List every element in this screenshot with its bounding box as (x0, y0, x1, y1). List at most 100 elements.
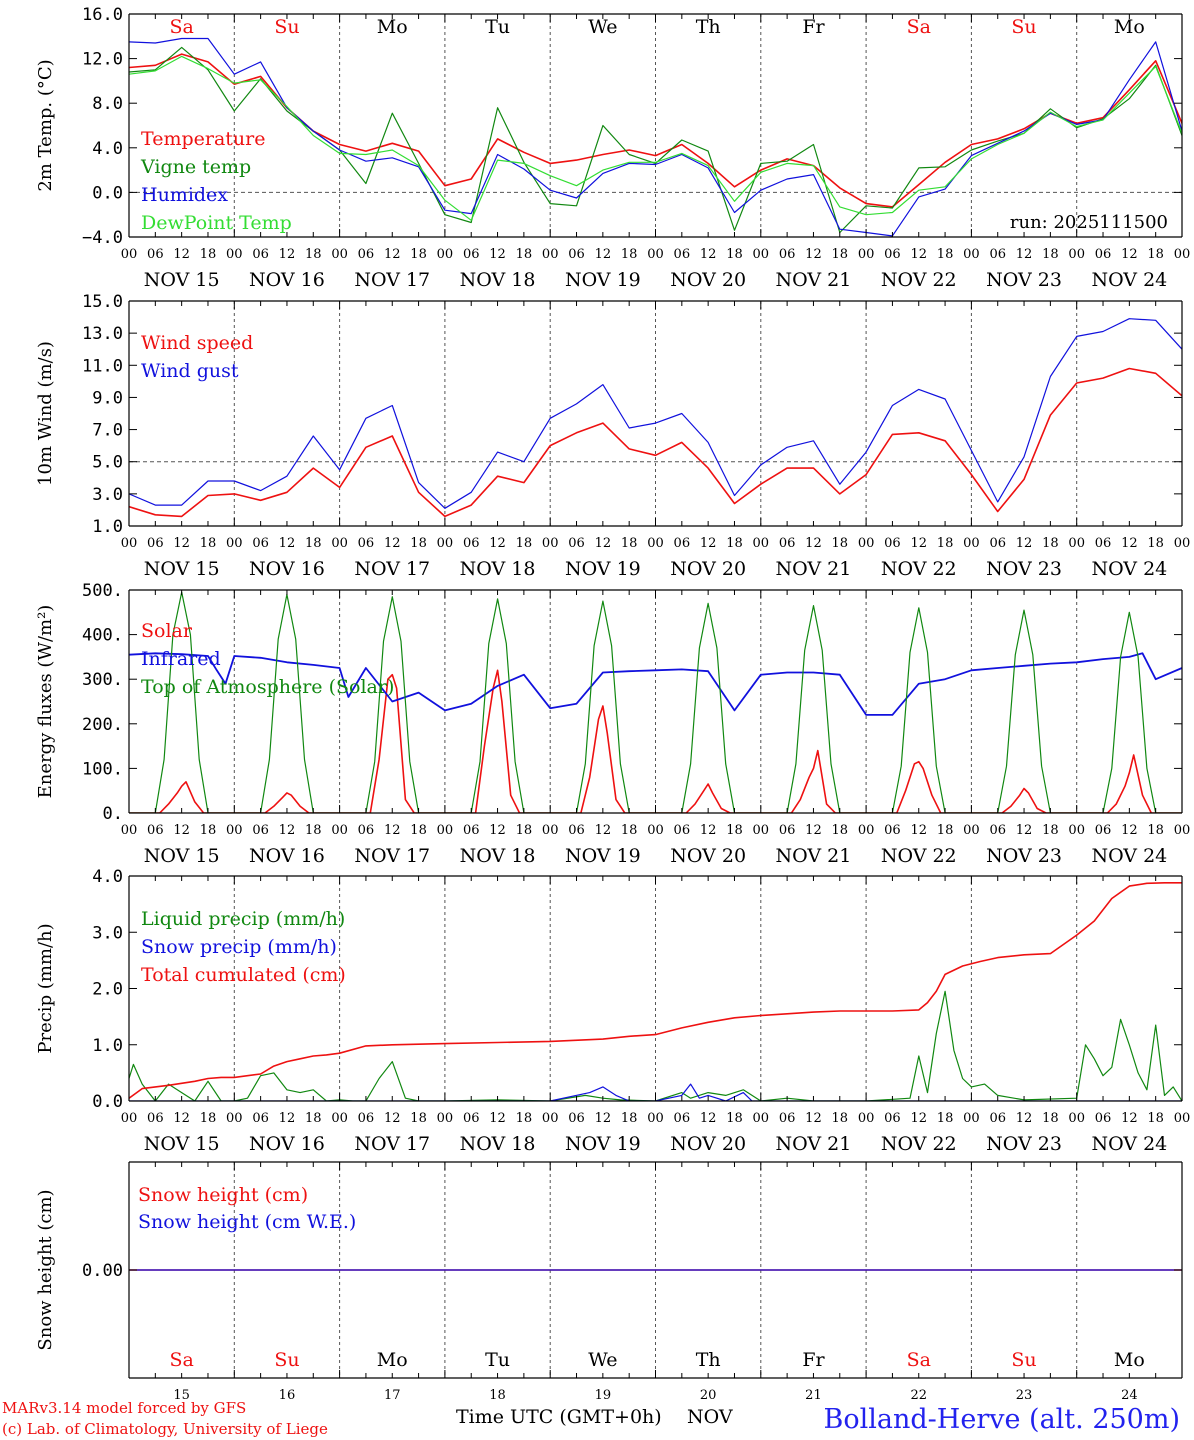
panel-1: −4.0 0.0 4.0 8.0 12.0 16.0 2m Temp. (°C) Temper… (35, 5, 1190, 291)
hour-tick-label: 12 (700, 1111, 717, 1126)
hour-tick-label: 06 (674, 1111, 691, 1126)
hour-tick-label: 18 (1147, 536, 1164, 551)
hour-tick-label: 18 (832, 823, 849, 838)
day-number: 24 (1121, 1388, 1138, 1403)
y-tick-label: 500. (82, 581, 123, 601)
hour-tick-label: 00 (1068, 536, 1085, 551)
hour-tick-label: 00 (437, 247, 454, 262)
date-label: NOV 15 (144, 845, 220, 867)
y-axis-label: Energy fluxes (W/m²) (35, 605, 56, 799)
day-number: 20 (700, 1388, 717, 1403)
day-name-top: Su (1011, 16, 1036, 38)
y-axis-label: 2m Temp. (°C) (35, 59, 56, 191)
date-label: NOV 17 (354, 1133, 430, 1155)
date-label: NOV 22 (881, 269, 957, 291)
series-group (129, 591, 1182, 813)
date-label: NOV 24 (1091, 558, 1167, 580)
hour-tick-label: 00 (1174, 247, 1191, 262)
hour-tick-label: 18 (305, 247, 322, 262)
y-tick-label: 15.0 (82, 292, 123, 312)
hour-tick-label: 00 (121, 823, 138, 838)
hour-tick-label: 00 (1174, 1111, 1191, 1126)
hour-tick-label: 00 (753, 1111, 770, 1126)
legend-entry: Temperature (141, 128, 265, 150)
hour-tick-label: 18 (516, 823, 533, 838)
hour-tick-label: 18 (516, 1111, 533, 1126)
hour-tick-label: 06 (779, 823, 796, 838)
day-name-top: Sa (169, 16, 193, 38)
hour-tick-label: 00 (121, 536, 138, 551)
hour-tick-label: 00 (331, 247, 348, 262)
hour-tick-label: 06 (779, 247, 796, 262)
hour-tick-label: 06 (989, 1111, 1006, 1126)
hour-tick-label: 12 (910, 823, 927, 838)
hour-tick-label: 18 (726, 1111, 743, 1126)
y-tick-label: −4.0 (82, 228, 123, 248)
date-label: NOV 23 (986, 845, 1062, 867)
hour-tick-label: 06 (358, 1111, 375, 1126)
hour-tick-label: 06 (779, 536, 796, 551)
hour-tick-label: 00 (1174, 823, 1191, 838)
run-annotation: run: 2025111500 (1010, 212, 1168, 233)
date-label: NOV 17 (354, 269, 430, 291)
y-tick-label: 5.0 (92, 453, 123, 473)
copyright-credit: (c) Lab. of Climatology, University of L… (2, 1420, 328, 1438)
legend-entry: Humidex (141, 184, 228, 206)
hour-tick-label: 06 (568, 536, 585, 551)
hour-tick-label: 06 (568, 823, 585, 838)
hour-tick-label: 18 (726, 823, 743, 838)
y-tick-label: 4.0 (92, 139, 123, 159)
day-name-top: Fr (802, 16, 825, 38)
hour-tick-label: 00 (1068, 247, 1085, 262)
date-label: NOV 15 (144, 269, 220, 291)
hour-tick-label: 12 (1016, 1111, 1033, 1126)
panel-4: 0.0 1.0 2.0 3.0 4.0 Precip (mm/h) Liquid preci… (35, 867, 1190, 1155)
y-tick-label: 1.0 (92, 1036, 123, 1056)
day-name-top: Th (696, 16, 721, 38)
month-label: NOV (687, 1406, 733, 1428)
hour-tick-label: 12 (595, 536, 612, 551)
day-name-bottom: Su (274, 1349, 299, 1371)
hour-tick-label: 06 (989, 247, 1006, 262)
hour-tick-label: 18 (410, 823, 427, 838)
hour-tick-label: 12 (805, 536, 822, 551)
legend-entry: Solar (141, 620, 193, 642)
hour-tick-label: 18 (726, 536, 743, 551)
y-tick-label: 12.0 (82, 50, 123, 70)
hour-tick-label: 06 (358, 247, 375, 262)
day-name-bottom: We (588, 1349, 617, 1371)
y-tick-label: 16.0 (82, 5, 123, 25)
y-tick-label: 7.0 (92, 421, 123, 441)
hour-tick-label: 00 (963, 823, 980, 838)
panel-3: 0. 100. 200. 300. 400. 500. Energy fluxes (W/m… (35, 581, 1190, 867)
hour-tick-label: 12 (910, 247, 927, 262)
hour-tick-label: 12 (279, 536, 296, 551)
hour-tick-label: 06 (463, 536, 480, 551)
hour-tick-label: 18 (1042, 247, 1059, 262)
y-tick-label: 11.0 (82, 356, 123, 376)
hour-tick-label: 18 (516, 247, 533, 262)
day-number: 17 (384, 1388, 401, 1403)
day-name-top: Mo (377, 16, 408, 38)
legend-entry: Wind gust (141, 360, 239, 382)
hour-tick-label: 06 (1095, 247, 1112, 262)
hour-tick-label: 00 (647, 536, 664, 551)
hour-tick-label: 12 (489, 1111, 506, 1126)
legend-entry: Snow height (cm) (138, 1184, 308, 1206)
hour-tick-label: 06 (779, 1111, 796, 1126)
hour-tick-label: 12 (595, 247, 612, 262)
date-label: NOV 18 (460, 1133, 536, 1155)
hour-tick-label: 00 (647, 823, 664, 838)
series-line-3 (129, 591, 1182, 813)
hour-tick-label: 18 (1042, 823, 1059, 838)
hour-tick-label: 00 (858, 247, 875, 262)
hour-tick-label: 00 (121, 1111, 138, 1126)
hour-tick-label: 18 (621, 823, 638, 838)
hour-tick-label: 00 (1068, 823, 1085, 838)
day-name-bottom: Sa (907, 1349, 931, 1371)
day-number: 19 (595, 1388, 612, 1403)
hour-tick-label: 18 (621, 247, 638, 262)
hour-tick-label: 12 (595, 823, 612, 838)
hour-tick-label: 06 (884, 247, 901, 262)
hour-tick-label: 00 (1068, 1111, 1085, 1126)
